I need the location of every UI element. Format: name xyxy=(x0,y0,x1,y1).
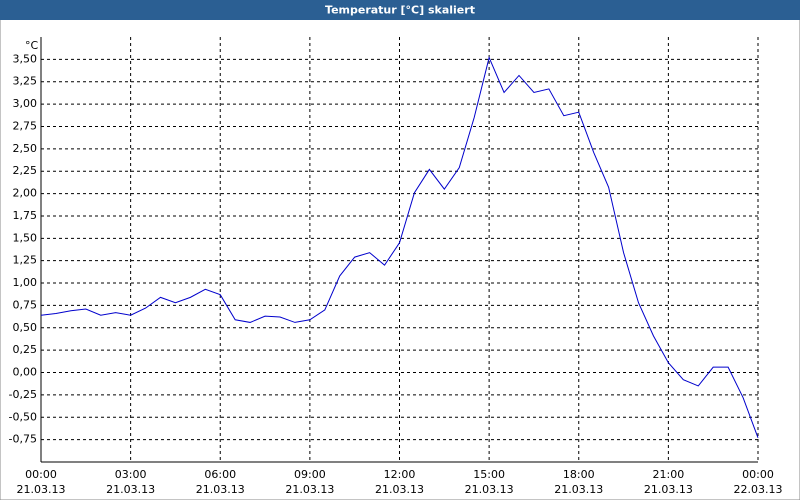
x-tick-label: 03:00 xyxy=(115,468,147,481)
y-tick-label: 2,50 xyxy=(13,142,38,155)
y-tick-label: 2,25 xyxy=(13,164,38,177)
y-tick-label: 0,25 xyxy=(13,343,38,356)
y-tick-label: 3,25 xyxy=(13,75,38,88)
y-tick-label: 1,75 xyxy=(13,209,38,222)
x-tick-label: 21:00 xyxy=(653,468,685,481)
x-tick-date: 21.03.13 xyxy=(644,483,693,496)
y-tick-label: 3,50 xyxy=(13,52,38,65)
x-tick-label: 06:00 xyxy=(204,468,236,481)
y-tick-label: 1,50 xyxy=(13,231,38,244)
y-unit: °C xyxy=(25,39,39,52)
x-tick-date: 21.03.13 xyxy=(106,483,155,496)
y-tick-label: 0,00 xyxy=(13,366,38,379)
x-tick-date: 21.03.13 xyxy=(465,483,514,496)
y-tick-label: 0,75 xyxy=(13,298,38,311)
y-tick-label: 3,00 xyxy=(13,97,38,110)
y-tick-label: 0,50 xyxy=(13,321,38,334)
x-tick-date: 21.03.13 xyxy=(554,483,603,496)
y-tick-label: 1,25 xyxy=(13,254,38,267)
x-tick-date: 22.03.13 xyxy=(734,483,783,496)
chart-title: Temperatur [°C] skaliert xyxy=(325,4,475,17)
x-tick-label: 00:00 xyxy=(742,468,774,481)
y-tick-label: 2,75 xyxy=(13,119,38,132)
x-tick-label: 18:00 xyxy=(563,468,595,481)
y-tick-label: 1,00 xyxy=(13,276,38,289)
y-tick-label: 2,00 xyxy=(13,187,38,200)
data-line xyxy=(40,56,759,439)
x-tick-label: 00:00 xyxy=(25,468,57,481)
y-tick-label: -0,50 xyxy=(9,410,37,423)
x-tick-date: 21.03.13 xyxy=(285,483,334,496)
x-tick-label: 09:00 xyxy=(294,468,326,481)
title-bar xyxy=(0,0,800,20)
x-tick-label: 15:00 xyxy=(473,468,505,481)
y-tick-label: -0,75 xyxy=(9,433,37,446)
x-tick-date: 21.03.13 xyxy=(196,483,245,496)
y-tick-label: -0,25 xyxy=(9,388,37,401)
x-tick-label: 12:00 xyxy=(384,468,416,481)
x-tick-date: 21.03.13 xyxy=(375,483,424,496)
x-tick-date: 21.03.13 xyxy=(17,483,66,496)
